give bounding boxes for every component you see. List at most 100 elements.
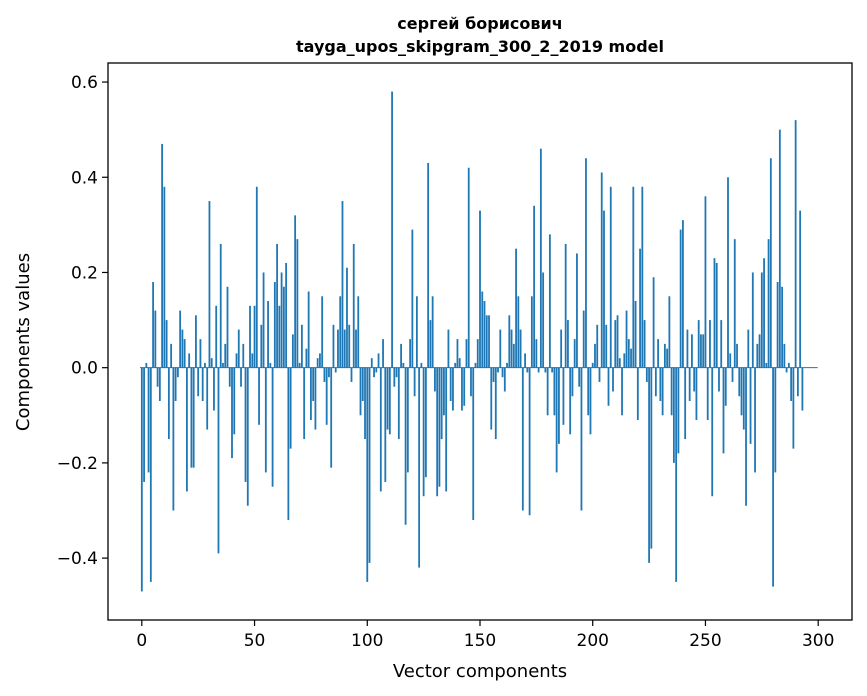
bar bbox=[447, 329, 450, 368]
x-tick-label: 0 bbox=[136, 631, 147, 651]
chart-title: сергей борисович bbox=[397, 14, 562, 33]
bar bbox=[652, 277, 655, 368]
bar bbox=[161, 143, 164, 368]
bar bbox=[776, 281, 779, 368]
bar bbox=[323, 367, 326, 382]
bar bbox=[174, 367, 177, 401]
bar bbox=[400, 343, 402, 368]
bar bbox=[542, 272, 545, 368]
bar bbox=[668, 296, 671, 368]
bar bbox=[512, 343, 515, 368]
bar bbox=[596, 324, 599, 368]
bar bbox=[607, 367, 610, 406]
bar bbox=[718, 367, 720, 392]
bar bbox=[715, 262, 718, 368]
bar bbox=[296, 239, 299, 368]
bar bbox=[670, 367, 673, 416]
bar bbox=[328, 367, 330, 378]
bar bbox=[384, 367, 387, 482]
bar bbox=[415, 296, 418, 368]
bar bbox=[215, 305, 218, 368]
bar bbox=[235, 353, 238, 368]
x-tick-label: 50 bbox=[244, 631, 266, 651]
bar bbox=[438, 367, 441, 487]
bar bbox=[224, 343, 227, 368]
bar bbox=[332, 324, 335, 368]
bar bbox=[485, 315, 488, 368]
bar bbox=[506, 362, 508, 368]
bar bbox=[418, 367, 421, 568]
bar bbox=[567, 320, 569, 368]
bar bbox=[149, 367, 152, 582]
bar bbox=[706, 367, 709, 421]
bar bbox=[314, 367, 317, 430]
bar bbox=[179, 310, 182, 368]
bar bbox=[627, 339, 630, 368]
bar bbox=[587, 367, 590, 416]
bar bbox=[758, 334, 761, 368]
bar bbox=[751, 272, 754, 368]
bar bbox=[600, 172, 603, 368]
bar bbox=[379, 367, 382, 492]
bar bbox=[654, 367, 657, 397]
bar bbox=[693, 367, 696, 392]
bar bbox=[352, 243, 355, 368]
bar bbox=[738, 367, 741, 397]
bar bbox=[555, 367, 558, 473]
bar bbox=[528, 367, 531, 516]
bar bbox=[231, 367, 233, 459]
bar bbox=[476, 339, 479, 368]
bar bbox=[684, 367, 687, 440]
bar bbox=[510, 329, 513, 368]
x-tick-label: 200 bbox=[577, 631, 609, 651]
bar bbox=[366, 367, 369, 582]
bar bbox=[747, 329, 750, 368]
bar bbox=[163, 186, 166, 368]
bar bbox=[183, 339, 186, 368]
bar bbox=[251, 353, 254, 368]
bar bbox=[745, 367, 747, 506]
bar bbox=[594, 343, 596, 368]
bar bbox=[237, 329, 240, 368]
bar bbox=[772, 367, 774, 587]
bar bbox=[521, 367, 524, 511]
bar bbox=[186, 367, 188, 492]
bar bbox=[749, 367, 752, 444]
bar bbox=[799, 210, 802, 368]
bar bbox=[165, 320, 168, 368]
bar bbox=[546, 367, 549, 416]
bar bbox=[774, 367, 777, 473]
bar bbox=[632, 186, 635, 368]
bar bbox=[524, 353, 526, 368]
x-tick-label: 100 bbox=[351, 631, 383, 651]
bar bbox=[713, 258, 716, 368]
bar bbox=[217, 367, 220, 554]
bar bbox=[582, 310, 585, 368]
bar bbox=[483, 301, 486, 368]
bar bbox=[170, 343, 173, 368]
bar bbox=[208, 201, 211, 368]
bar bbox=[445, 367, 448, 492]
bar bbox=[650, 367, 653, 549]
bar bbox=[420, 362, 423, 368]
bar bbox=[526, 367, 529, 373]
bar bbox=[544, 367, 547, 373]
bar bbox=[260, 324, 263, 368]
bar bbox=[140, 367, 143, 592]
x-tick-label: 300 bbox=[802, 631, 834, 651]
bar bbox=[539, 148, 542, 368]
bar bbox=[278, 305, 281, 368]
bar bbox=[736, 343, 738, 368]
bar bbox=[663, 343, 666, 368]
bar bbox=[424, 367, 427, 478]
bar bbox=[470, 367, 472, 397]
bar bbox=[612, 367, 614, 392]
bar bbox=[621, 367, 623, 416]
bar bbox=[533, 205, 536, 368]
bar bbox=[240, 367, 242, 387]
bar bbox=[564, 243, 567, 368]
bar bbox=[386, 367, 389, 430]
bar bbox=[233, 367, 236, 435]
bar bbox=[661, 367, 664, 416]
bar bbox=[614, 320, 617, 368]
